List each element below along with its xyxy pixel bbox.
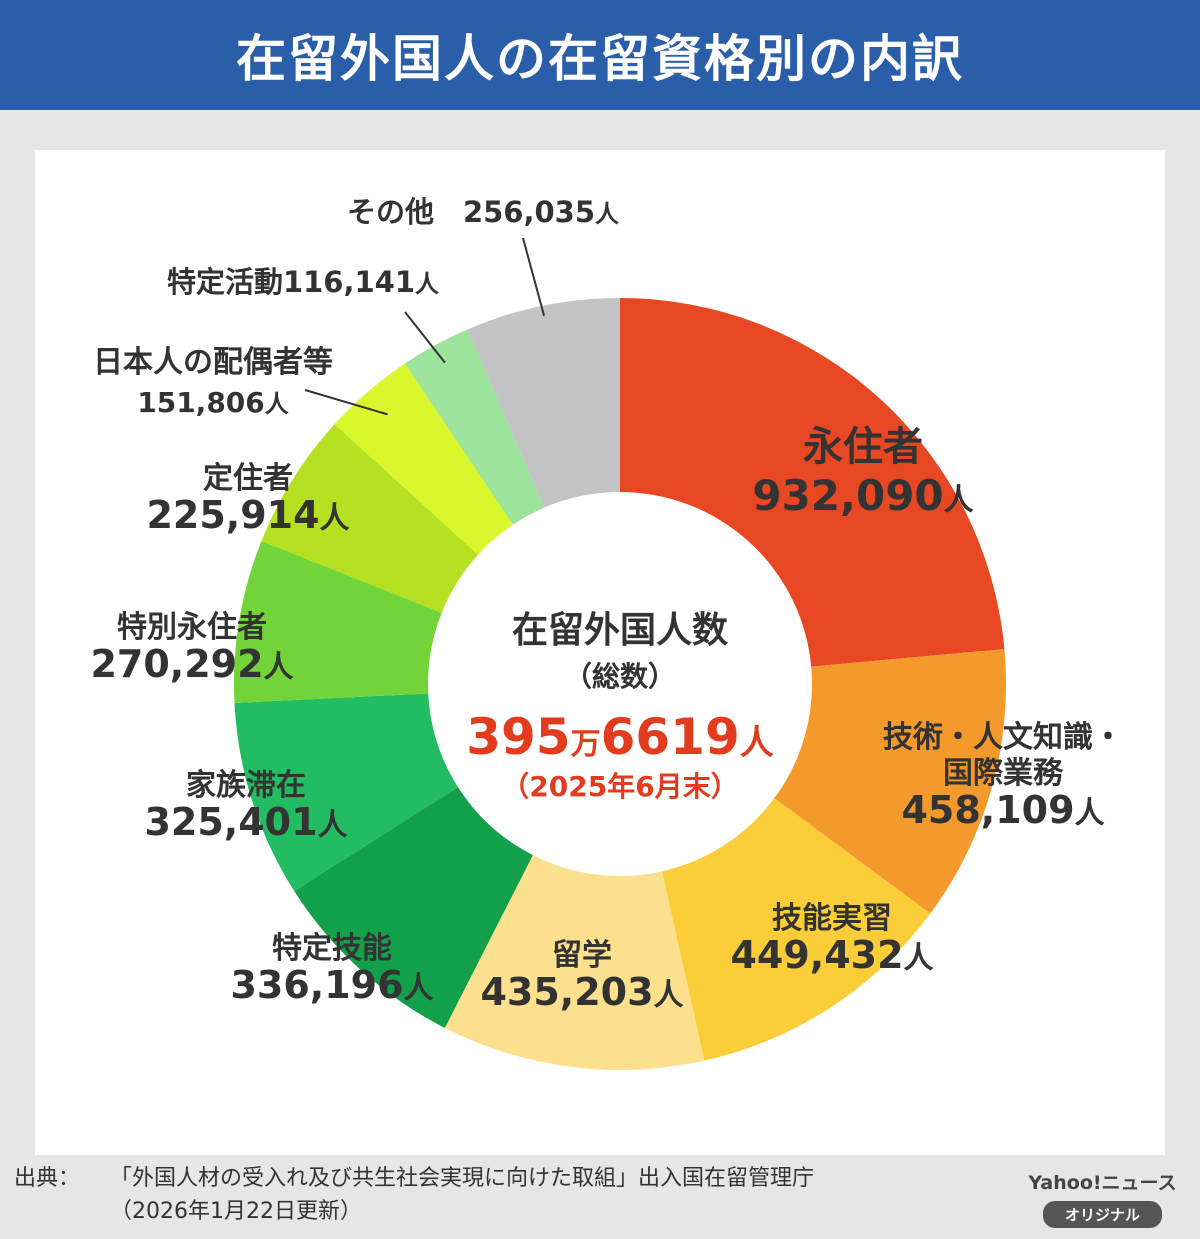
pie-slice <box>294 786 533 1028</box>
slice-unit: 人 <box>415 270 439 298</box>
leader-line <box>404 311 446 364</box>
pie-slice <box>261 424 479 613</box>
slice-value-number: 225,914 <box>146 493 319 537</box>
pie-slice <box>661 798 931 1061</box>
slice-value-number: 151,806 <box>137 386 265 419</box>
pie-slice <box>467 298 620 508</box>
brand-badge: オリジナル <box>1042 1201 1162 1228</box>
slice-name: 日本人の配偶者等 <box>93 345 333 380</box>
brand-logo: Yahoo!ニュース オリジナル <box>1020 1168 1185 1228</box>
slice-label: その他 256,035人 <box>347 195 619 229</box>
page-title: 在留外国人の在留資格別の内訳 <box>236 30 964 88</box>
slice-value: 256,035 <box>463 195 595 229</box>
slice-value-number: 458,109 <box>901 788 1074 832</box>
center-total-part: 6619 <box>601 708 740 766</box>
slice-value: 435,203人 <box>480 970 683 1014</box>
slice-value: 458,109人 <box>901 788 1104 832</box>
center-date: （2025年6月末） <box>501 770 738 803</box>
center-total-part: 万 <box>571 727 601 762</box>
slice-value-number: 449,432 <box>730 933 903 977</box>
slice-value: 225,914人 <box>146 493 349 537</box>
center-subtitle: （総数） <box>564 660 676 693</box>
slice-value-number: 325,401 <box>144 800 317 844</box>
center-total: 395万6619人 <box>466 708 774 766</box>
pie-slice <box>233 540 442 704</box>
leader-line <box>522 237 546 317</box>
slice-name: 技能実習 <box>772 901 892 936</box>
slice-value-number: 435,203 <box>480 970 653 1014</box>
slice-unit: 人 <box>320 501 350 536</box>
source-note: 出典： 「外国人材の受入れ及び共生社会実現に向けた取組」出入国在留管理庁 （202… <box>14 1162 1014 1228</box>
slice-name: 特別永住者 <box>117 610 267 645</box>
slice-name: 留学 <box>552 938 612 973</box>
slice-name: 特定活動 <box>167 265 283 299</box>
slice-value: 325,401人 <box>144 800 347 844</box>
slice-value: 932,090人 <box>752 471 973 520</box>
slice-value: 116,141 <box>283 265 415 299</box>
slice-unit: 人 <box>404 971 434 1006</box>
header-bar: 在留外国人の在留資格別の内訳 <box>0 0 1200 110</box>
slice-unit: 人 <box>654 978 684 1013</box>
slice-name: その他 <box>347 195 463 229</box>
slice-name: 国際業務 <box>943 756 1064 791</box>
center-total-part: 人 <box>740 723 774 763</box>
slice-value-number: 336,196 <box>230 963 403 1007</box>
slice-name: 技術・人文知識・ <box>883 720 1123 755</box>
leader-line <box>304 389 388 416</box>
slice-unit: 人 <box>264 650 294 685</box>
brand-name: Yahoo!ニュース <box>1028 1172 1177 1194</box>
slice-value: 336,196人 <box>230 963 433 1007</box>
slice-name: 永住者 <box>803 424 923 470</box>
donut-chart: 永住者932,090人技術・人文知識・国際業務458,109人技能実習449,4… <box>90 195 1123 1070</box>
source-text: 「外国人材の受入れ及び共生社会実現に向けた取組」出入国在留管理庁 <box>110 1166 815 1191</box>
pie-slice <box>234 693 458 892</box>
slice-unit: 人 <box>318 808 348 843</box>
slice-label: 特定活動116,141人 <box>167 265 439 299</box>
slice-unit: 人 <box>904 941 934 976</box>
slice-value: 449,432人 <box>730 933 933 977</box>
slice-value: 270,292人 <box>90 642 293 686</box>
center-title: 在留外国人数 <box>512 610 728 651</box>
center-total-part: 395 <box>466 708 570 766</box>
slice-value: 151,806人 <box>137 386 289 419</box>
updated-date: （2026年1月22日更新） <box>110 1199 362 1224</box>
source-label: 出典： <box>14 1166 81 1191</box>
pie-slice <box>444 855 705 1070</box>
pie-slice <box>620 298 1005 667</box>
slice-unit: 人 <box>595 200 619 228</box>
slice-unit: 人 <box>944 483 974 518</box>
slice-unit: 人 <box>265 390 289 418</box>
slice-unit: 人 <box>1075 796 1105 831</box>
pie-slice <box>774 649 1007 914</box>
slice-name: 定住者 <box>203 461 293 496</box>
chart-panel: 永住者 932,090人 技術・人文知識・ 国際業務 458,109人 技能実習 449,4… <box>35 150 1165 1155</box>
slice-name: 特定技能 <box>272 931 392 966</box>
pie-slice <box>404 329 545 525</box>
slice-value-number: 932,090 <box>752 471 943 520</box>
slice-name: 家族滞在 <box>186 768 306 803</box>
slice-value-number: 270,292 <box>90 642 263 686</box>
